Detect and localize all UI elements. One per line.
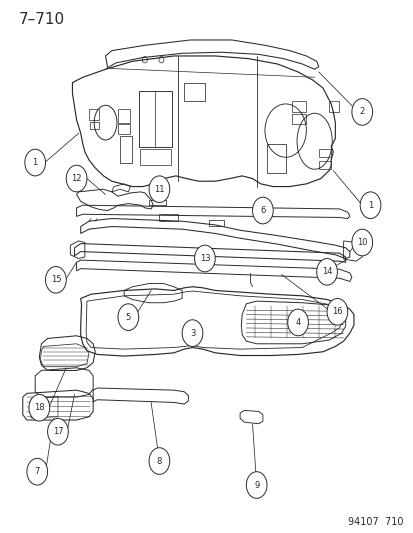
Text: 8: 8 [157,457,161,465]
Circle shape [118,304,138,330]
Circle shape [316,259,337,285]
Text: 9: 9 [254,481,259,489]
Circle shape [194,245,215,272]
Text: 17: 17 [52,427,63,436]
Text: 6: 6 [260,206,265,215]
Text: 1: 1 [33,158,38,167]
Text: 12: 12 [71,174,82,183]
Text: 2: 2 [359,108,364,116]
Circle shape [47,418,68,445]
Circle shape [351,99,372,125]
Text: 14: 14 [321,268,332,276]
Text: 16: 16 [331,308,342,316]
Circle shape [29,394,50,421]
Text: 13: 13 [199,254,210,263]
Text: 4: 4 [295,318,300,327]
Circle shape [149,448,169,474]
Circle shape [182,320,202,346]
Circle shape [246,472,266,498]
Circle shape [252,197,273,224]
Text: 7: 7 [35,467,40,476]
Circle shape [149,176,169,203]
Circle shape [326,298,347,325]
Text: 15: 15 [50,276,61,284]
Text: 11: 11 [154,185,164,193]
Text: 10: 10 [356,238,367,247]
Text: 3: 3 [190,329,195,337]
Text: 94107  710: 94107 710 [347,516,403,527]
Circle shape [27,458,47,485]
Circle shape [45,266,66,293]
Text: 18: 18 [34,403,45,412]
Circle shape [25,149,45,176]
Text: 5: 5 [126,313,131,321]
Circle shape [66,165,87,192]
Text: 7–710: 7–710 [19,12,64,27]
Text: 1: 1 [367,201,372,209]
Circle shape [287,309,308,336]
Circle shape [359,192,380,219]
Circle shape [351,229,372,256]
